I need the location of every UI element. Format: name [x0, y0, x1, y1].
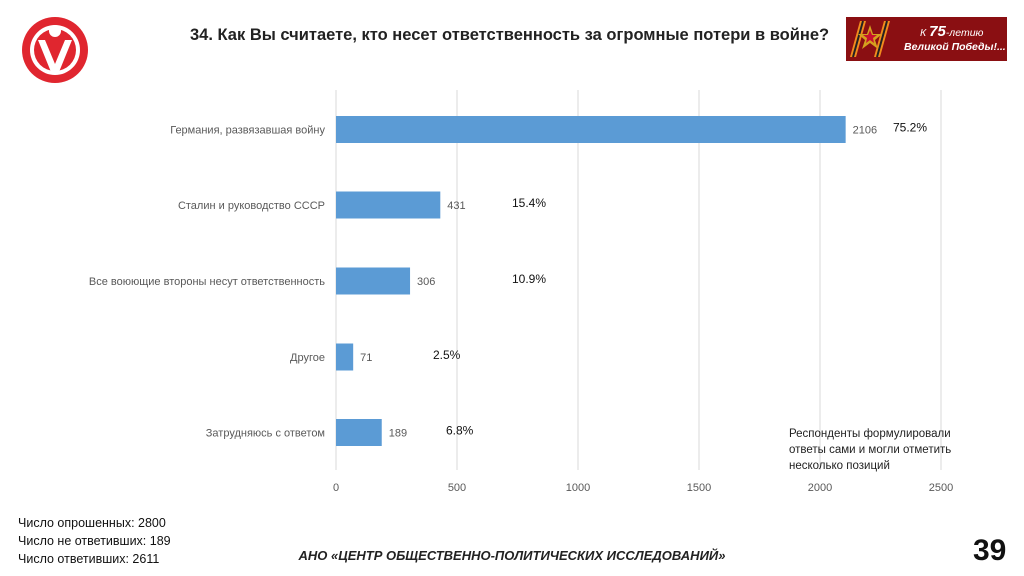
page-number: 39	[973, 534, 1007, 567]
percent-label: 2.5%	[433, 348, 461, 362]
value-label: 71	[360, 352, 372, 364]
bar	[336, 343, 354, 371]
category-label: Другое	[290, 352, 325, 364]
value-label: 431	[447, 200, 465, 212]
category-label: Все воюющие вторoны несут ответственност…	[89, 276, 325, 288]
value-label: 306	[417, 276, 435, 288]
note-line-1: Респонденты формулировали	[789, 428, 951, 440]
category-label: Германия, развязавшая войну	[170, 125, 325, 137]
x-tick-label: 1500	[687, 482, 711, 494]
x-tick-label: 1000	[566, 482, 590, 494]
anniversary-banner: К 75-летию Великой Победы!...	[846, 17, 1007, 61]
x-tick-label: 500	[448, 482, 466, 494]
category-label: Сталин и руководство СССР	[178, 200, 325, 212]
value-label: 2106	[853, 125, 877, 137]
chart-bars	[336, 116, 846, 446]
banner-line-1: К 75-летию	[920, 23, 984, 40]
percent-label: 75.2%	[893, 121, 927, 135]
bar	[336, 267, 411, 295]
respondents-note: Респонденты формулировали ответы сами и …	[789, 426, 969, 474]
banner-line-2: Великой Победы!...	[904, 41, 1006, 53]
percent-label: 15.4%	[512, 196, 546, 210]
survey-stats: Число опрошенных: 2800 Число не ответивш…	[18, 514, 171, 568]
page-title: 34. Как Вы считаете, кто несет ответстве…	[190, 26, 830, 44]
bar	[336, 419, 382, 446]
stat-answered: Число ответивших: 2611	[18, 552, 160, 566]
percent-label: 6.8%	[446, 424, 474, 438]
stat-not-answered: Число не ответивших: 189	[18, 534, 171, 548]
note-line-3: несколько позиций	[789, 460, 890, 472]
footer-org: АНО «ЦЕНТР ОБЩЕСТВЕННО-ПОЛИТИЧЕСКИХ ИССЛ…	[298, 548, 726, 563]
x-tick-label: 0	[333, 482, 339, 494]
bar	[336, 191, 441, 219]
stat-surveyed: Число опрошенных: 2800	[18, 516, 166, 530]
value-label: 189	[389, 428, 407, 440]
bar	[336, 116, 846, 143]
person-logo-icon	[22, 17, 88, 83]
percent-label: 10.9%	[512, 272, 546, 286]
note-line-2: ответы сами и могли отметить	[789, 444, 952, 456]
x-tick-label: 2000	[808, 482, 832, 494]
chart-labels: 0 500 1000 1500 2000 2500 Германия, развязавша…	[89, 121, 953, 495]
st-george-ribbon-icon	[846, 17, 894, 61]
category-label: Затрудняюсь с ответом	[206, 428, 325, 440]
x-tick-label: 2500	[929, 482, 953, 494]
